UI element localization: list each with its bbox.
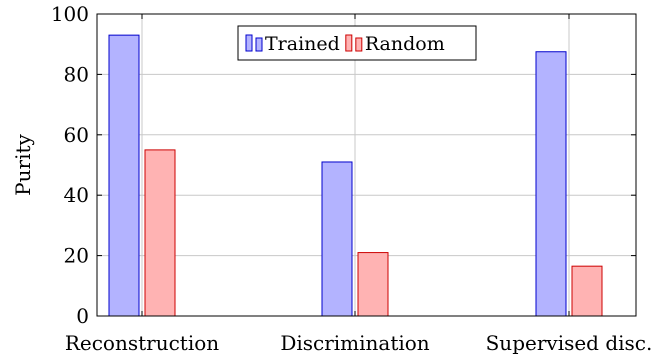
legend-swatch-trained bbox=[255, 37, 263, 52]
legend-swatch-random bbox=[345, 34, 353, 52]
legend-swatch-trained bbox=[245, 34, 253, 52]
bar-random-discrimination bbox=[357, 252, 389, 317]
bar-trained-supervised-disc bbox=[535, 51, 567, 317]
legend-swatch-random bbox=[355, 37, 363, 52]
legend-label-random: Random bbox=[365, 33, 445, 55]
y-tick-label: 40 bbox=[64, 183, 89, 207]
legend-label-trained: Trained bbox=[265, 33, 340, 55]
x-tick-label: Discrimination bbox=[280, 331, 429, 355]
y-tick-label: 20 bbox=[64, 244, 89, 268]
bars bbox=[108, 34, 603, 317]
y-axis-label: Purity bbox=[11, 133, 35, 195]
y-tick-label: 80 bbox=[64, 62, 89, 86]
y-tick-label: 60 bbox=[64, 123, 89, 147]
x-tick-label: Supervised disc. bbox=[486, 331, 653, 355]
bar-random-reconstruction bbox=[144, 149, 176, 317]
bar-trained-reconstruction bbox=[108, 34, 140, 317]
y-tick-label: 100 bbox=[51, 2, 89, 26]
x-tick-label: Reconstruction bbox=[65, 331, 219, 355]
legend: Trained Random bbox=[237, 25, 477, 61]
bar-trained-discrimination bbox=[321, 161, 353, 317]
axis-ticks: 0 20 40 60 80 100 Reconstruction Discrimination… bbox=[51, 2, 653, 355]
y-tick-label: 0 bbox=[76, 304, 89, 328]
plot-frame bbox=[96, 13, 637, 317]
bar-random-supervised-disc bbox=[571, 265, 603, 317]
